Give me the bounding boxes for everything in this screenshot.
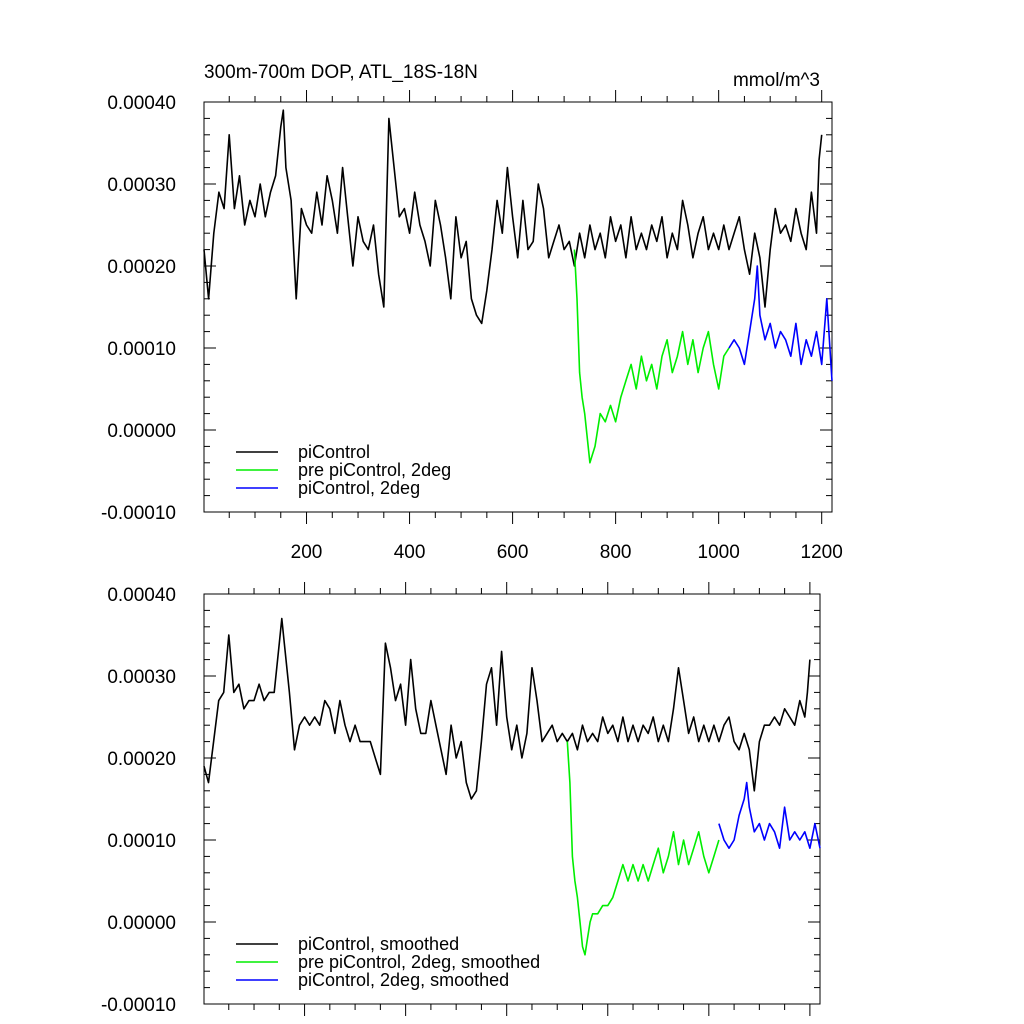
series-line-3	[728, 265, 833, 381]
series-line-2	[573, 249, 730, 464]
legend-label: piControl, 2deg	[298, 478, 420, 498]
y-tick-label: 0.00030	[107, 175, 176, 196]
y-tick-label: 0.00000	[107, 421, 176, 442]
plot-frame	[203, 593, 821, 1005]
x-tick-label: 400	[394, 542, 426, 563]
y-tick-label: 0.00020	[107, 257, 176, 278]
x-tick-label: 1200	[801, 542, 843, 563]
legend-label: piControl, 2deg, smoothed	[298, 970, 509, 990]
panel-1: -0.00010 0.00000 0.00010 0.00020 0.00030 0.00…	[101, 62, 843, 563]
series-line-1	[203, 109, 823, 325]
x-tick-label: 200	[291, 542, 323, 563]
y-tick-label: 0.00030	[107, 667, 176, 688]
y-tick-label: 0.00010	[107, 831, 176, 852]
y-tick-label: -0.00010	[101, 503, 176, 524]
legend-label: piControl	[298, 442, 370, 462]
panel-2: -0.00010 0.00000 0.00010 0.00020 0.00030 0.00…	[101, 582, 821, 1016]
y-tick-label: 0.00000	[107, 913, 176, 934]
legend-label: piControl, smoothed	[298, 934, 459, 954]
x-tick-label: 600	[497, 542, 529, 563]
chart-title: 300m-700m DOP, ATL_18S-18N	[204, 62, 478, 83]
x-tick-label: 1000	[698, 542, 740, 563]
y-tick-label: 0.00040	[107, 93, 176, 114]
series-line-2	[566, 741, 720, 956]
units-label: mmol/m^3	[733, 70, 820, 91]
y-tick-label: 0.00010	[107, 339, 176, 360]
series-line-1	[203, 617, 811, 800]
plot-frame	[203, 101, 833, 513]
y-tick-label: 0.00020	[107, 749, 176, 770]
legend-label: pre piControl, 2deg	[298, 460, 451, 480]
y-tick-label: -0.00010	[101, 995, 176, 1016]
y-tick-label: 0.00040	[107, 585, 176, 606]
x-tick-label: 800	[600, 542, 632, 563]
series-line-3	[718, 781, 821, 850]
legend-label: pre piControl, 2deg, smoothed	[298, 952, 540, 972]
